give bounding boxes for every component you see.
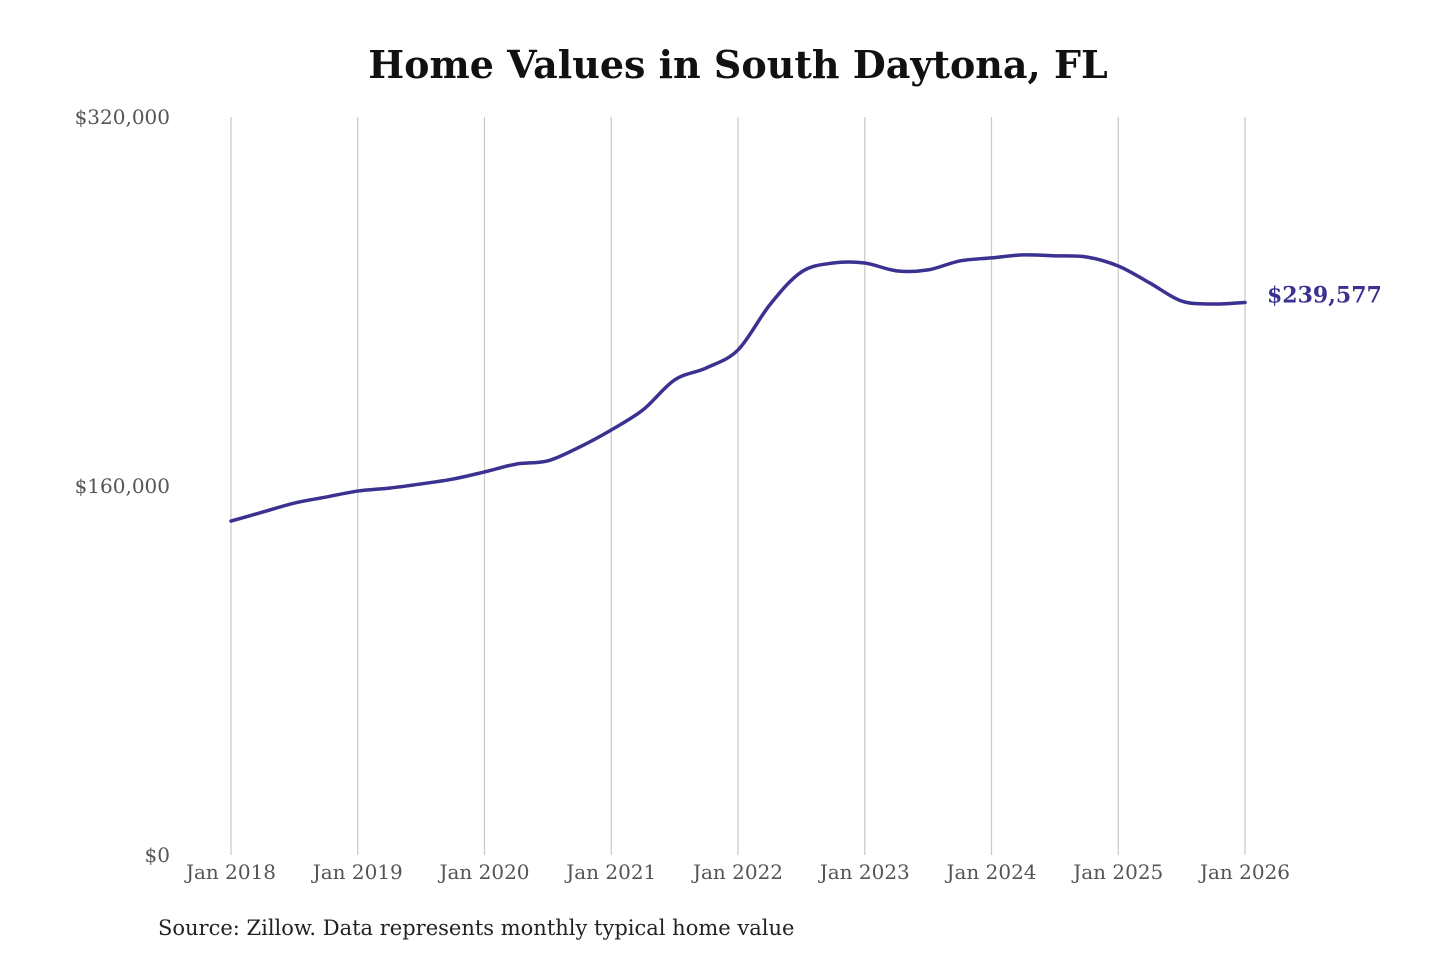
- y-tick-label: $0: [145, 843, 170, 867]
- x-tick-label: Jan 2024: [944, 860, 1036, 884]
- x-tick-label: Jan 2026: [1198, 860, 1290, 884]
- end-value-label: $239,577: [1267, 282, 1382, 308]
- y-tick-label: $160,000: [75, 474, 170, 498]
- chart-title: Home Values in South Daytona, FL: [368, 42, 1108, 87]
- y-tick-label: $320,000: [75, 105, 170, 129]
- series-line: [229, 253, 1247, 523]
- source-note: Source: Zillow. Data represents monthly …: [158, 916, 795, 940]
- x-tick-label: Jan 2019: [311, 860, 403, 884]
- x-tick-label: Jan 2025: [1071, 860, 1163, 884]
- x-tick-label: Jan 2023: [818, 860, 910, 884]
- x-tick-label: Jan 2022: [691, 860, 783, 884]
- x-tick-label: Jan 2021: [564, 860, 656, 884]
- x-tick-label: Jan 2018: [184, 860, 276, 884]
- x-tick-label: Jan 2020: [437, 860, 529, 884]
